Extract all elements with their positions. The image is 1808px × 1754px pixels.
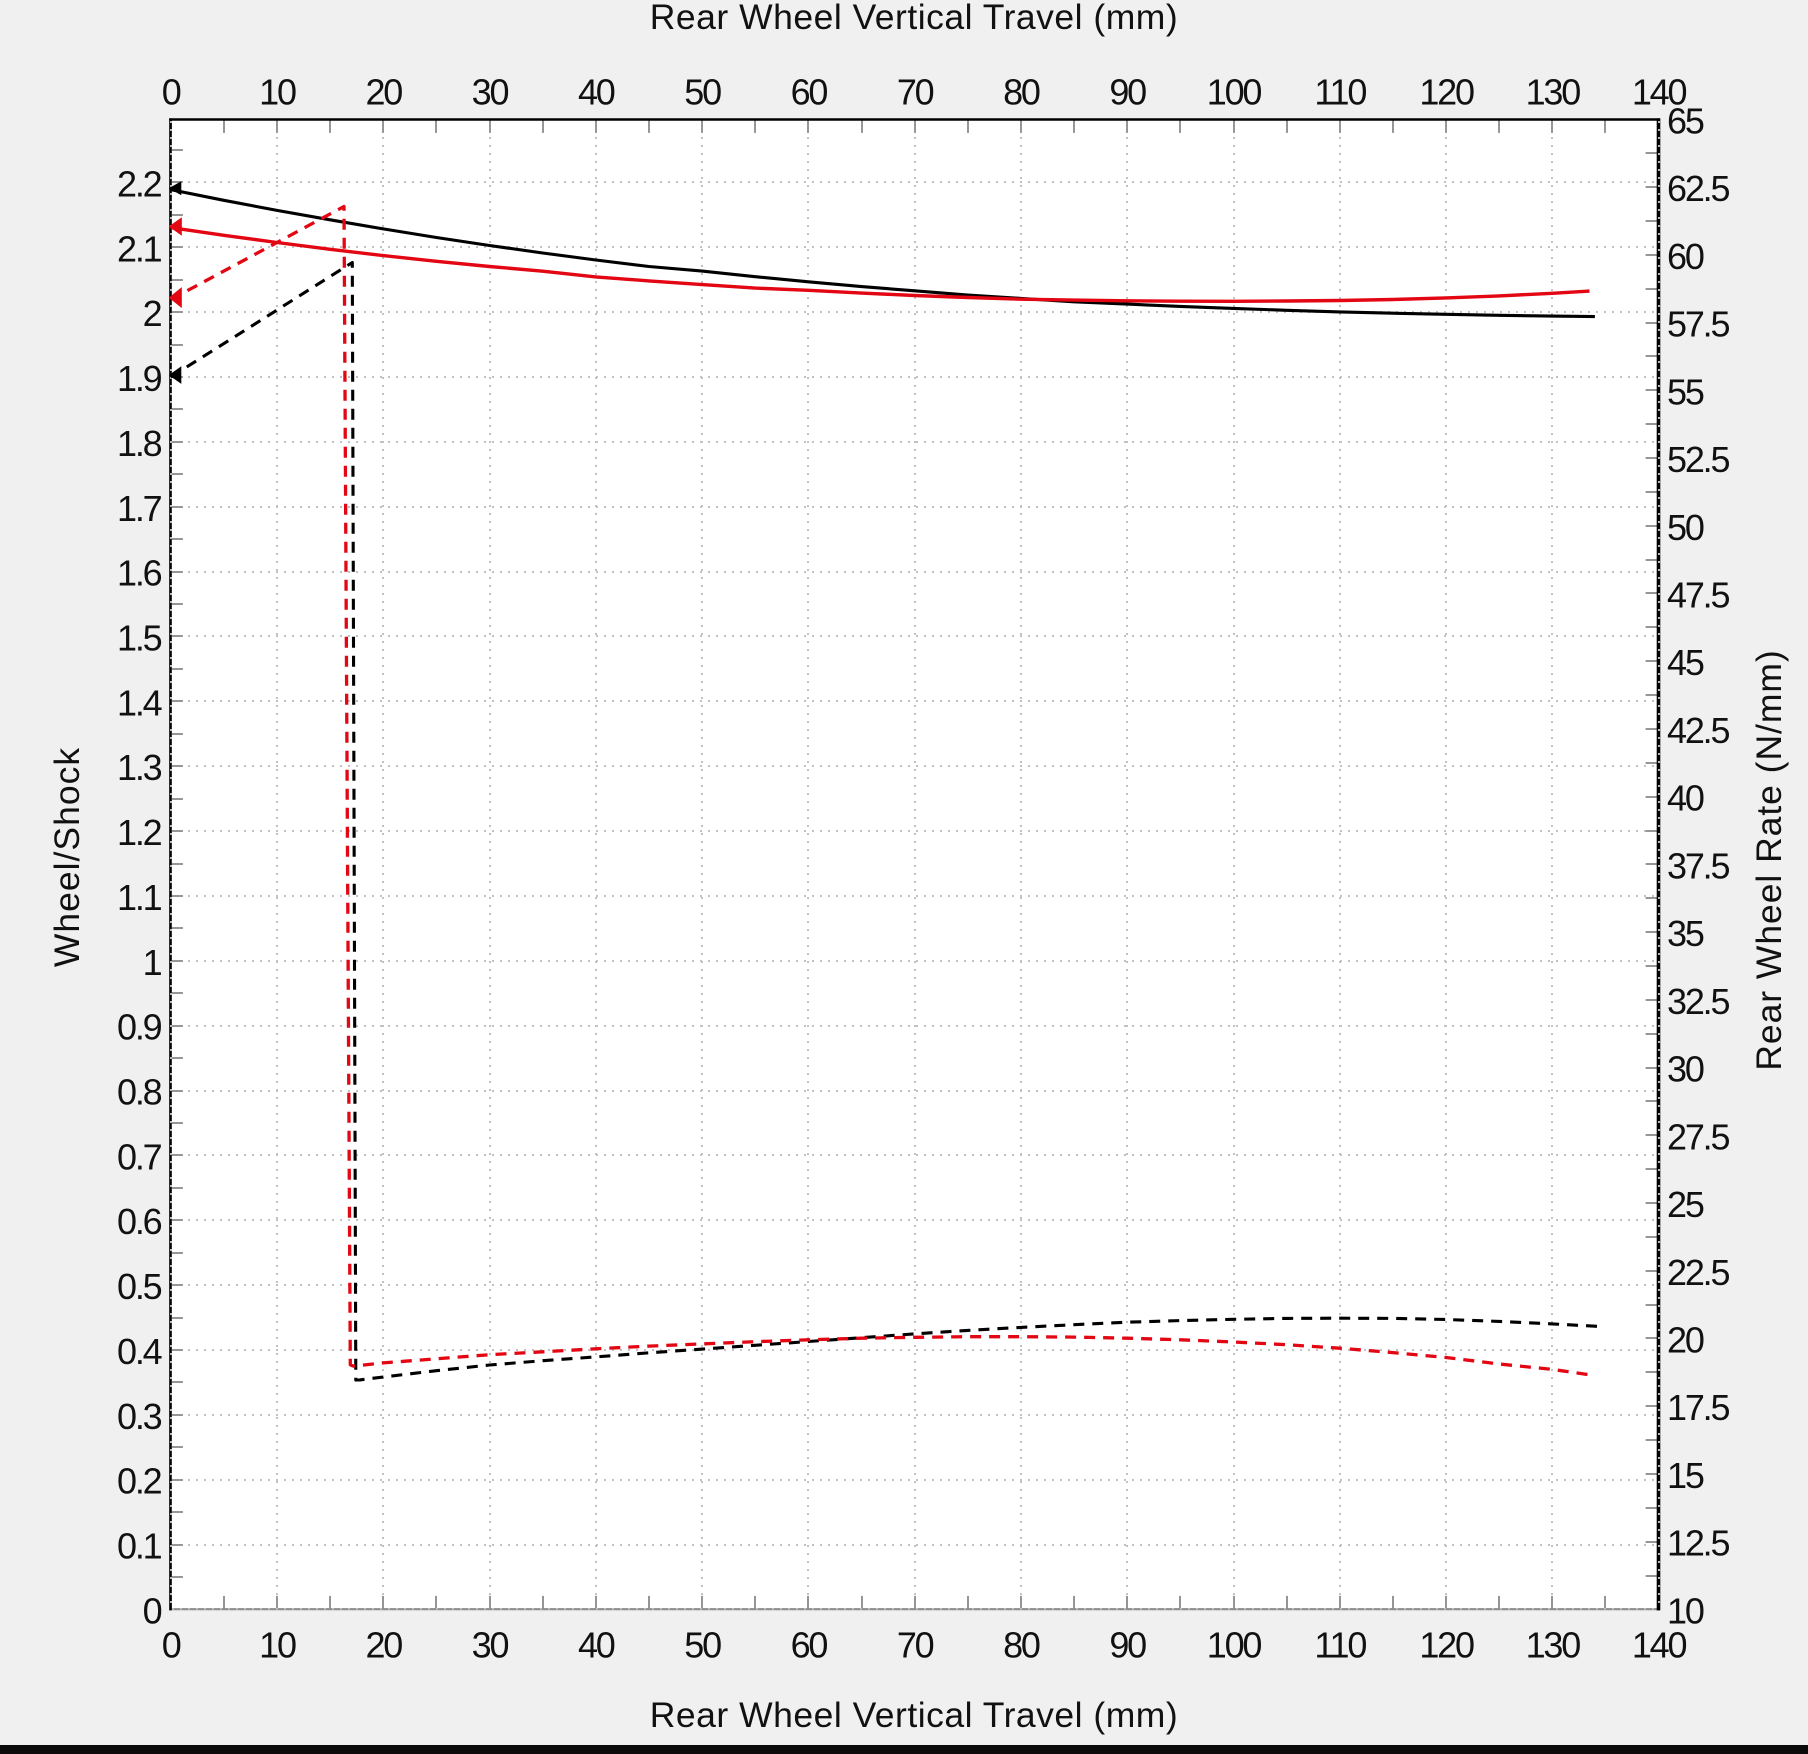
svg-text:52.5: 52.5	[1667, 439, 1729, 480]
svg-text:60: 60	[791, 1625, 828, 1666]
svg-text:70: 70	[897, 1625, 934, 1666]
svg-text:12.5: 12.5	[1667, 1523, 1729, 1564]
svg-text:20: 20	[1667, 1320, 1704, 1361]
svg-text:0: 0	[162, 72, 181, 113]
svg-text:60: 60	[1667, 236, 1704, 277]
svg-text:80: 80	[1003, 72, 1040, 113]
svg-text:100: 100	[1207, 1625, 1262, 1666]
svg-text:120: 120	[1419, 1625, 1474, 1666]
svg-text:10: 10	[259, 1625, 296, 1666]
svg-text:65: 65	[1667, 100, 1704, 141]
svg-text:2.1: 2.1	[117, 228, 162, 269]
svg-text:130: 130	[1526, 72, 1581, 113]
svg-text:140: 140	[1632, 72, 1687, 113]
svg-text:110: 110	[1314, 1625, 1366, 1666]
svg-text:1.7: 1.7	[117, 488, 162, 529]
svg-text:80: 80	[1003, 1625, 1040, 1666]
svg-text:0.2: 0.2	[117, 1461, 162, 1502]
svg-text:1.1: 1.1	[117, 877, 162, 918]
svg-text:55: 55	[1667, 371, 1704, 412]
svg-text:10: 10	[259, 72, 296, 113]
svg-text:37.5: 37.5	[1667, 845, 1729, 886]
svg-text:0.3: 0.3	[117, 1396, 162, 1437]
svg-text:0.7: 0.7	[117, 1136, 162, 1177]
svg-text:57.5: 57.5	[1667, 304, 1729, 345]
svg-text:0: 0	[162, 1625, 181, 1666]
svg-text:1.2: 1.2	[117, 812, 162, 853]
svg-text:32.5: 32.5	[1667, 981, 1729, 1022]
svg-text:0.4: 0.4	[117, 1331, 162, 1372]
svg-text:50: 50	[1667, 507, 1704, 548]
svg-text:15: 15	[1667, 1455, 1704, 1496]
svg-text:1.9: 1.9	[117, 358, 162, 399]
svg-text:47.5: 47.5	[1667, 575, 1729, 616]
svg-text:60: 60	[791, 72, 828, 113]
svg-text:20: 20	[365, 72, 402, 113]
svg-text:90: 90	[1109, 72, 1146, 113]
svg-text:1: 1	[143, 942, 162, 983]
svg-text:27.5: 27.5	[1667, 1116, 1729, 1157]
svg-text:35: 35	[1667, 913, 1704, 954]
svg-text:1.8: 1.8	[117, 423, 162, 464]
svg-text:0.1: 0.1	[117, 1526, 162, 1567]
svg-text:1.4: 1.4	[117, 682, 162, 723]
svg-text:20: 20	[365, 1625, 402, 1666]
svg-text:45: 45	[1667, 642, 1704, 683]
svg-text:2: 2	[143, 293, 162, 334]
svg-text:130: 130	[1526, 1625, 1581, 1666]
svg-text:1.3: 1.3	[117, 747, 162, 788]
svg-text:90: 90	[1109, 1625, 1146, 1666]
svg-text:0.9: 0.9	[117, 1007, 162, 1048]
svg-text:0.8: 0.8	[117, 1072, 162, 1113]
svg-text:70: 70	[897, 72, 934, 113]
svg-text:17.5: 17.5	[1667, 1387, 1729, 1428]
svg-text:62.5: 62.5	[1667, 168, 1729, 209]
svg-text:50: 50	[684, 72, 721, 113]
svg-text:30: 30	[472, 1625, 509, 1666]
svg-text:1.5: 1.5	[117, 618, 162, 659]
svg-text:0.6: 0.6	[117, 1201, 162, 1242]
svg-text:140: 140	[1632, 1625, 1687, 1666]
svg-text:25: 25	[1667, 1184, 1704, 1225]
svg-text:40: 40	[578, 1625, 615, 1666]
svg-text:Rear Wheel Vertical Travel (mm: Rear Wheel Vertical Travel (mm)	[650, 0, 1178, 37]
svg-text:0.5: 0.5	[117, 1266, 162, 1307]
svg-text:110: 110	[1314, 72, 1366, 113]
svg-text:50: 50	[684, 1625, 721, 1666]
svg-text:22.5: 22.5	[1667, 1252, 1729, 1293]
svg-text:Rear Wheel Rate (N/mm): Rear Wheel Rate (N/mm)	[1749, 649, 1789, 1070]
svg-text:0: 0	[143, 1590, 162, 1631]
svg-text:30: 30	[1667, 1049, 1704, 1090]
svg-text:30: 30	[472, 72, 509, 113]
svg-text:10: 10	[1667, 1590, 1704, 1631]
svg-text:2.2: 2.2	[117, 164, 162, 205]
svg-text:Wheel/Shock: Wheel/Shock	[47, 747, 87, 967]
svg-text:42.5: 42.5	[1667, 710, 1729, 751]
svg-text:1.6: 1.6	[117, 553, 162, 594]
svg-text:Rear Wheel Vertical Travel (mm: Rear Wheel Vertical Travel (mm)	[650, 1695, 1178, 1735]
svg-text:40: 40	[578, 72, 615, 113]
svg-text:120: 120	[1419, 72, 1474, 113]
svg-text:40: 40	[1667, 778, 1704, 819]
svg-text:100: 100	[1207, 72, 1262, 113]
